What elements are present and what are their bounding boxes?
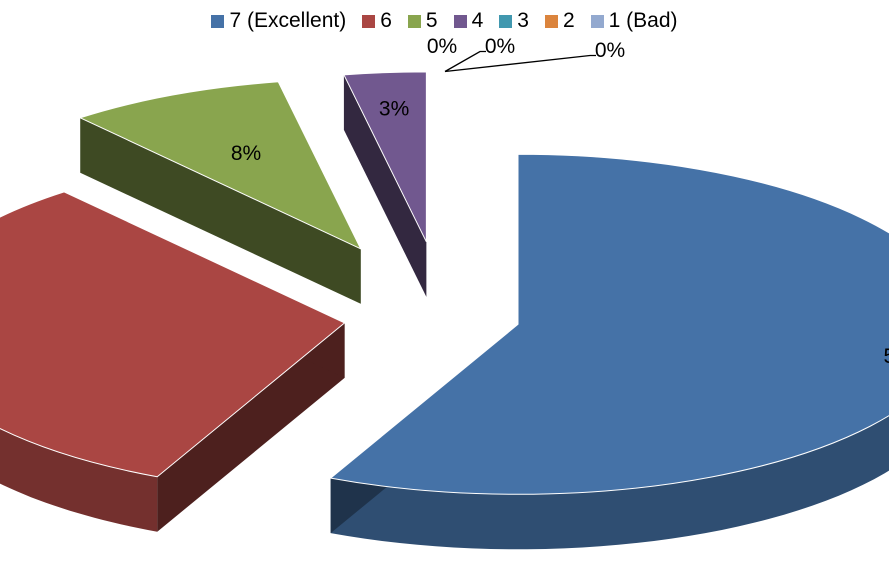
slice-5-face-start [80,117,361,304]
legend-item-7-excellent: 7 (Excellent) [211,9,346,33]
slice-6-top [0,191,346,478]
data-label-4: 3% [379,97,409,120]
legend-swatch [453,14,467,28]
slice-4-top [343,71,427,243]
slice-7-excellent-side [330,415,889,550]
legend-item-2: 2 [544,9,575,33]
legend-label: 1 (Bad) [608,9,678,32]
legend-item-6: 6 [362,9,392,33]
legend-item-1-bad: 1 (Bad) [590,9,678,33]
legend-swatch [211,14,225,28]
legend-swatch [544,14,558,28]
legend-label: 4 [471,9,484,32]
legend-label: 2 [562,9,575,32]
legend-swatch [407,14,421,28]
legend-item-5: 5 [407,9,438,33]
leader-line-1-bad [444,54,596,73]
data-label-1-bad: 0% [595,39,625,62]
legend-swatch [590,14,604,28]
legend-label: 7 (Excellent) [229,9,347,32]
legend-swatch [362,14,376,28]
slice-6-side [0,428,158,532]
data-label-5: 8% [231,142,261,165]
legend-item-4: 4 [453,9,484,33]
slice-7-excellent-top [329,153,889,495]
slice-4-face-start [343,74,427,297]
legend-label: 5 [425,9,438,32]
slice-5-top [78,81,362,250]
data-label-2: 0% [485,35,515,58]
data-label-3: 0% [427,35,457,58]
slice-6-face-start [157,322,345,532]
chart-legend: 7 (Excellent) 6 5 4 3 2 1 (Bad) [0,6,889,36]
data-label-7-excellent: 57% [883,345,889,368]
legend-label: 3 [517,9,529,32]
legend-swatch [499,14,513,28]
legend-item-3: 3 [499,9,529,33]
leader-line-2 [444,50,486,73]
legend-label: 6 [380,9,392,32]
